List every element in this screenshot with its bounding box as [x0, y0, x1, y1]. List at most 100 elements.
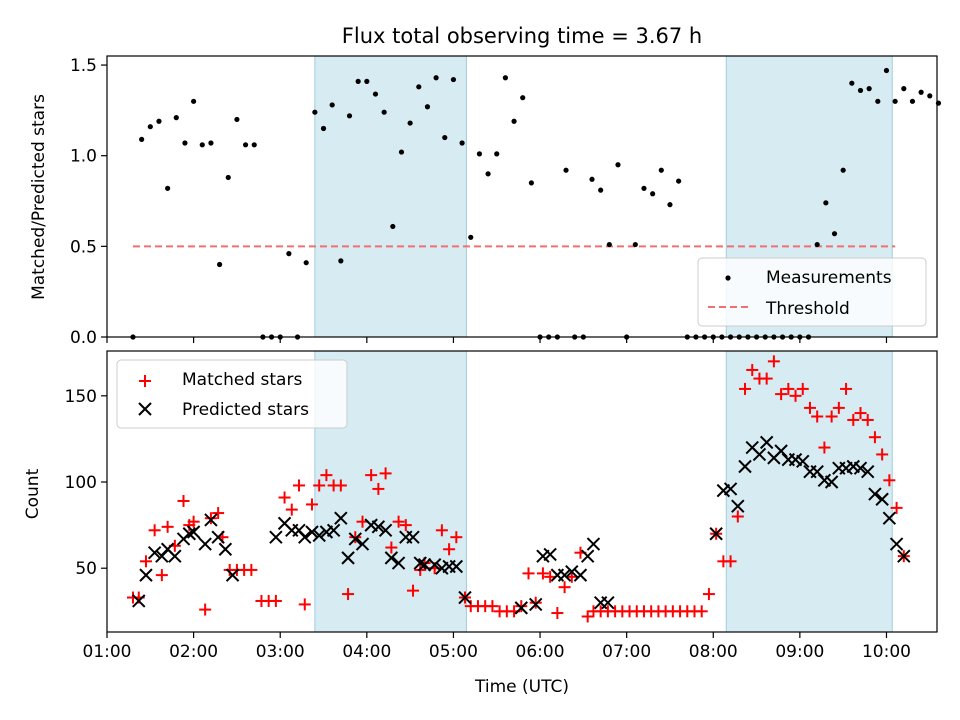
bottom-y-tick-label: 150 [65, 387, 97, 407]
top-measurement-point [450, 76, 457, 83]
bottom-matched-point [177, 494, 190, 507]
bottom-x-tick-label: 04:00 [342, 642, 391, 662]
bottom-matched-point [702, 588, 715, 601]
top-measurement-point [857, 87, 864, 94]
top-shaded-interval [314, 55, 467, 338]
bottom-x-tick-label: 07:00 [602, 642, 651, 662]
bottom-matched-point [832, 401, 845, 414]
top-measurement-point [416, 84, 422, 90]
bottom-predicted-point [198, 537, 212, 551]
top-measurement-point [312, 109, 318, 115]
top-measurement-point [918, 89, 924, 95]
bottom-predicted-point [269, 530, 283, 544]
bottom-matched-point [320, 469, 333, 482]
bottom-predicted-point [417, 558, 432, 572]
bottom-predicted-point [312, 528, 326, 543]
bottom-y-tick-label: 100 [65, 473, 97, 493]
bottom-predicted-point [557, 568, 572, 582]
bottom-matched-point [269, 594, 282, 607]
legend-threshold-label: Threshold [765, 299, 850, 319]
bottom-predicted-point [723, 482, 738, 496]
top-measurement-point [676, 178, 682, 184]
bottom-matched-point [818, 441, 831, 454]
top-measurement-point [320, 125, 327, 132]
bottom-matched-point [789, 389, 802, 402]
bottom-matched-point [724, 555, 737, 568]
bottom-predicted-point [586, 537, 601, 551]
bottom-y-tick-label: 50 [75, 559, 97, 579]
bottom-predicted-point [168, 549, 182, 563]
bottom-matched-point [161, 520, 174, 533]
top-measurement-point [251, 142, 257, 148]
top-measurement-point [147, 124, 153, 130]
bottom-x-tick-label: 06:00 [516, 642, 565, 662]
bottom-matched-point [695, 605, 708, 618]
bottom-matched-point [305, 498, 318, 511]
bottom-predicted-point [413, 556, 427, 570]
bottom-predicted-point [796, 454, 810, 469]
legend-measurements-label: Measurements [766, 268, 892, 288]
top-measurement-point [216, 261, 223, 268]
bottom-predicted-point [218, 542, 233, 556]
bottom-matched-point [868, 431, 881, 444]
top-measurement-point [398, 149, 405, 155]
top-measurement-point [165, 185, 171, 191]
top-measurement-point [901, 86, 907, 92]
bottom-predicted-point [298, 530, 312, 544]
bottom-matched-point [450, 531, 463, 544]
bottom-matched-point [334, 479, 347, 492]
top-measurement-point [883, 67, 890, 74]
top-measurement-point [502, 75, 508, 81]
bottom-predicted-point [543, 547, 557, 562]
bottom-predicted-point [580, 549, 595, 563]
bottom-matched-point [292, 479, 305, 492]
bottom-predicted-point [824, 475, 839, 489]
legend-matched-marker [139, 375, 151, 387]
bottom-predicted-point [355, 537, 370, 551]
bottom-predicted-point [514, 601, 528, 615]
bottom-predicted-point [759, 435, 774, 450]
bottom-predicted-point [897, 549, 911, 563]
top-measurement-point [182, 140, 188, 146]
top-measurement-point [303, 260, 309, 266]
bottom-matched-point [529, 596, 542, 609]
bottom-predicted-point [709, 527, 723, 541]
top-measurement-point [494, 151, 500, 157]
bottom-predicted-point [147, 545, 162, 560]
bottom-matched-point [746, 363, 759, 376]
bottom-axes-frame [106, 350, 938, 633]
bottom-matched-point [803, 401, 816, 414]
top-measurement-point [511, 118, 517, 124]
bottom-predicted-point [211, 530, 225, 544]
bottom-predicted-point [889, 537, 904, 551]
top-measurement-point [372, 91, 379, 97]
top-measurement-point [667, 202, 673, 208]
top-measurement-point [866, 86, 872, 92]
top-y-tick-label: 1.0 [70, 147, 97, 167]
top-measurement-point [242, 142, 249, 148]
top-measurement-point [139, 136, 145, 142]
top-measurement-point [615, 162, 621, 168]
bottom-predicted-point [875, 492, 889, 506]
bottom-matched-point [811, 410, 824, 423]
top-measurement-point [927, 93, 933, 99]
bottom-predicted-point [529, 597, 543, 612]
bottom-matched-point [840, 382, 853, 395]
top-measurement-point [909, 98, 916, 104]
bottom-predicted-point [186, 525, 201, 539]
bottom-predicted-point [371, 520, 386, 534]
legend-matched-label: Matched stars [182, 370, 302, 390]
bottom-matched-point [392, 515, 405, 528]
top-measurement-point [520, 95, 526, 101]
top-measurement-point [156, 118, 162, 124]
bottom-legend: Matched stars Predicted stars [116, 359, 348, 429]
bottom-x-tick-label: 10:00 [862, 642, 911, 662]
top-measurement-point [338, 258, 344, 264]
bottom-predicted-point [573, 568, 588, 582]
chart-title: Flux total observing time = 3.67 h [342, 24, 702, 48]
bottom-predicted-point [391, 556, 406, 570]
bottom-matched-point [435, 524, 448, 537]
bottom-matched-point [379, 467, 392, 480]
bottom-matched-point [760, 372, 773, 385]
